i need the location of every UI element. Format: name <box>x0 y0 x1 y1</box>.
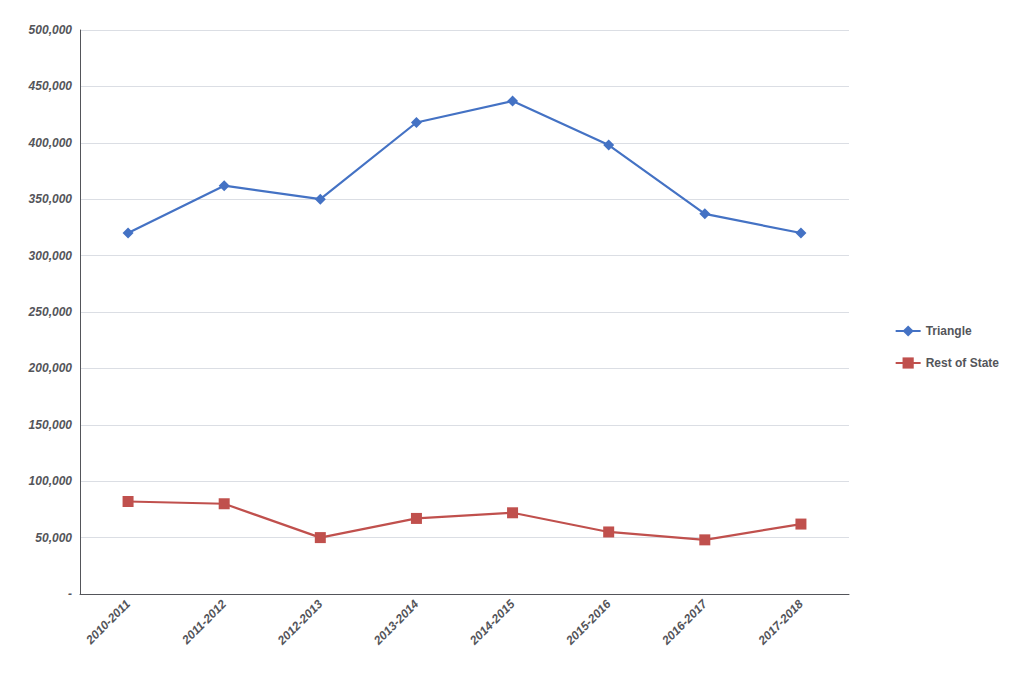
svg-text:Rest of State: Rest of State <box>926 356 1000 370</box>
svg-text:50,000: 50,000 <box>35 531 72 545</box>
svg-text:400,000: 400,000 <box>28 136 73 150</box>
svg-text:2014-2015: 2014-2015 <box>466 597 517 648</box>
svg-text:500,000: 500,000 <box>29 23 73 37</box>
svg-text:450,000: 450,000 <box>28 79 73 93</box>
svg-text:250,000: 250,000 <box>28 305 73 319</box>
svg-text:2013-2014: 2013-2014 <box>370 597 421 648</box>
svg-text:300,000: 300,000 <box>29 249 73 263</box>
svg-text:350,000: 350,000 <box>29 192 73 206</box>
svg-text:-: - <box>68 587 72 601</box>
svg-text:2015-2016: 2015-2016 <box>563 597 614 648</box>
svg-text:2010-2011: 2010-2011 <box>82 597 133 648</box>
svg-text:150,000: 150,000 <box>29 418 73 432</box>
svg-text:Triangle: Triangle <box>926 324 972 338</box>
svg-text:2017-2018: 2017-2018 <box>755 597 806 648</box>
svg-text:2016-2017: 2016-2017 <box>659 596 711 648</box>
svg-text:200,000: 200,000 <box>28 361 73 375</box>
svg-text:2012-2013: 2012-2013 <box>274 597 325 648</box>
svg-text:100,000: 100,000 <box>29 474 73 488</box>
svg-text:2011-2012: 2011-2012 <box>179 597 230 648</box>
